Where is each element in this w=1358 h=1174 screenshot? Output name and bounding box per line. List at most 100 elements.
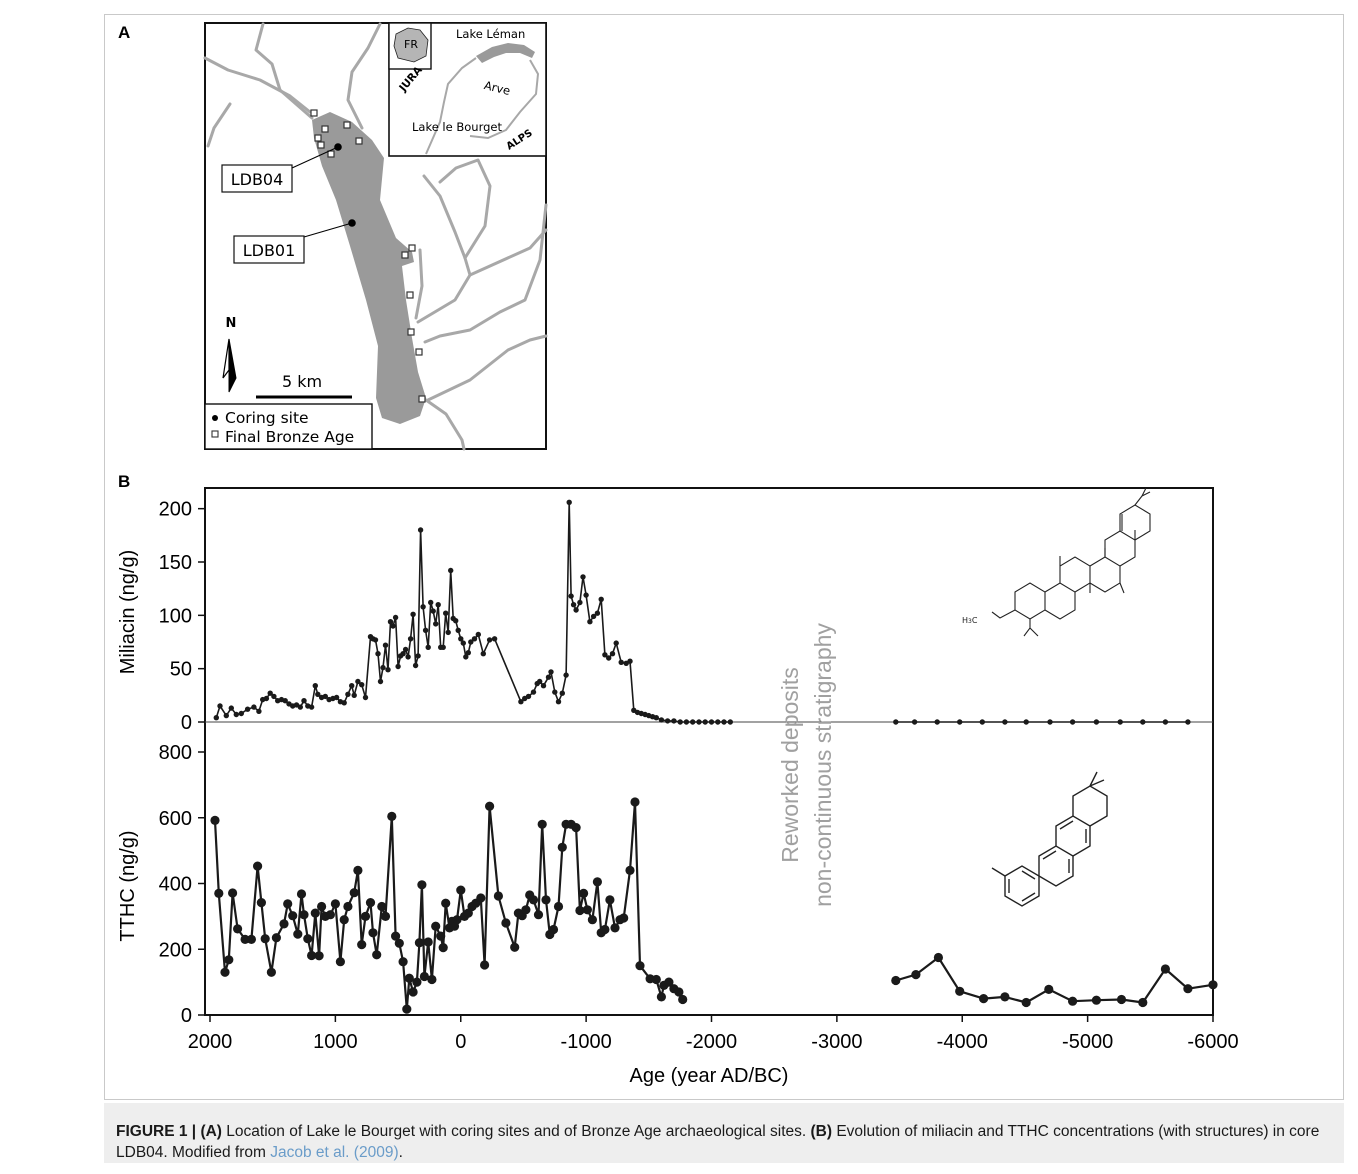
miliacin-data-point	[664, 718, 671, 724]
tthc-data-point	[587, 915, 598, 925]
miliacin-data-point	[385, 667, 391, 673]
tthc-data-point	[548, 924, 559, 935]
miliacin-data-point	[372, 637, 379, 643]
miliacin-data-point	[349, 683, 355, 689]
tthc-data-point	[256, 898, 266, 908]
miliacin-data-point	[690, 719, 696, 725]
x-tick-label: -4000	[937, 1031, 988, 1053]
tthc-data-point	[283, 899, 293, 909]
miliacin-data-point	[471, 636, 478, 642]
miliacin-data-point	[375, 651, 381, 657]
reworked-deposits-note: Reworked deposits non-continuous stratig…	[777, 623, 836, 907]
miliacin-data-point	[911, 719, 918, 725]
miliacin-data-point	[233, 711, 239, 718]
miliacin-data-point	[271, 693, 277, 700]
tthc-data-point	[480, 960, 490, 970]
tthc-data-point	[357, 940, 367, 950]
tthc-data-point	[678, 994, 688, 1005]
x-tick-label: -6000	[1187, 1031, 1238, 1053]
x-tick-label: -3000	[811, 1031, 862, 1053]
tthc-data-point	[293, 929, 303, 939]
y-tick-label: 200	[159, 939, 192, 961]
miliacin-data-point	[602, 652, 608, 658]
miliacin-data-point	[458, 636, 464, 642]
inset-lake-leman-label: Lake Léman	[456, 27, 525, 41]
miliacin-data-point	[238, 710, 244, 717]
inset-lake-leman	[476, 43, 535, 63]
miliacin-data-point	[587, 619, 593, 625]
tthc-data-point	[1160, 964, 1170, 974]
tthc-data-point	[979, 994, 989, 1004]
caption-reference-link[interactable]: Jacob et al. (2009)	[270, 1144, 399, 1161]
miliacin-data-point	[387, 619, 394, 625]
panel-a-label: A	[118, 23, 130, 42]
miliacin-data-point	[683, 719, 690, 725]
miliacin-data-point	[267, 690, 273, 696]
tthc-data-point	[240, 934, 250, 945]
tthc-data-point	[575, 905, 585, 916]
tthc-data-point	[501, 918, 511, 928]
miliacin-data-point	[555, 699, 562, 705]
miliacin-data-point	[677, 719, 683, 725]
miliacin-data-point	[455, 627, 461, 633]
miliacin-data-point	[217, 703, 223, 709]
miliacin-data-point	[312, 683, 318, 689]
miliacin-data-point	[410, 611, 416, 617]
miliacin-data-point	[1023, 719, 1029, 725]
tthc-data-point	[233, 924, 243, 934]
miliacin-data-point	[1047, 719, 1053, 725]
tthc-data-point	[404, 973, 414, 983]
legend-bronze-label: Final Bronze Age	[225, 428, 354, 446]
tthc-data-point	[1021, 997, 1031, 1008]
miliacin-data-point	[392, 614, 399, 621]
data-series	[210, 499, 1218, 1014]
miliacin-data-point	[435, 602, 441, 608]
tthc-data-point	[605, 895, 615, 905]
tthc-data-point	[365, 898, 376, 908]
miliacin-data-point	[362, 694, 369, 701]
tthc-data-point	[630, 797, 640, 807]
miliacin-data-point	[721, 719, 727, 725]
tthc-data-point	[1044, 984, 1054, 995]
y-tick-label: 0	[181, 712, 192, 734]
legend-coring-marker	[212, 415, 218, 421]
tthc-data-point	[600, 924, 610, 935]
miliacin-data-point	[417, 527, 424, 533]
miliacin-data-point	[580, 574, 586, 580]
miliacin-data-point	[518, 699, 524, 705]
miliacin-data-point	[412, 662, 419, 669]
france-outline	[393, 27, 429, 63]
inset-bourget-label: Lake le Bourget	[412, 120, 502, 134]
tthc-data-point	[349, 888, 359, 898]
lake-polygon	[312, 112, 426, 424]
x-tick-label: 2000	[188, 1031, 233, 1053]
tthc-data-point	[288, 911, 298, 921]
miliacin-data-point	[566, 499, 572, 505]
miliacin-data-point	[282, 698, 288, 704]
axis-ticks: 2000 1000 0 -1000 -2000 -3000 -4000 -5000 -60000…	[159, 499, 1239, 1053]
tthc-data-point	[214, 888, 224, 899]
tthc-data-point	[537, 819, 547, 829]
miliacin-data-point	[559, 690, 565, 696]
tthc-data-point	[619, 913, 629, 923]
tthc-data-point	[553, 901, 564, 912]
miliacin-data-point	[957, 719, 963, 725]
tthc-data-point	[339, 915, 349, 925]
tthc-data-point	[310, 908, 320, 918]
miliacin-data-point	[355, 678, 361, 685]
miliacin-data-point	[251, 704, 257, 710]
miliacin-data-point	[460, 640, 466, 646]
miliacin-data-point	[893, 719, 899, 725]
inset-arve-label: Arve	[483, 78, 512, 98]
tthc-data-point	[579, 888, 589, 899]
miliacin-structure	[991, 487, 1151, 637]
miliacin-data-point	[1117, 719, 1123, 725]
x-tick-label: 0	[455, 1031, 466, 1053]
miliacin-data-point	[609, 651, 616, 657]
caption-a-marker: (A)	[200, 1123, 222, 1140]
miliacin-data-point	[448, 567, 454, 574]
miliacin-data-point	[671, 718, 677, 724]
ldb01-leader	[303, 222, 353, 238]
tthc-data-point	[246, 934, 256, 945]
